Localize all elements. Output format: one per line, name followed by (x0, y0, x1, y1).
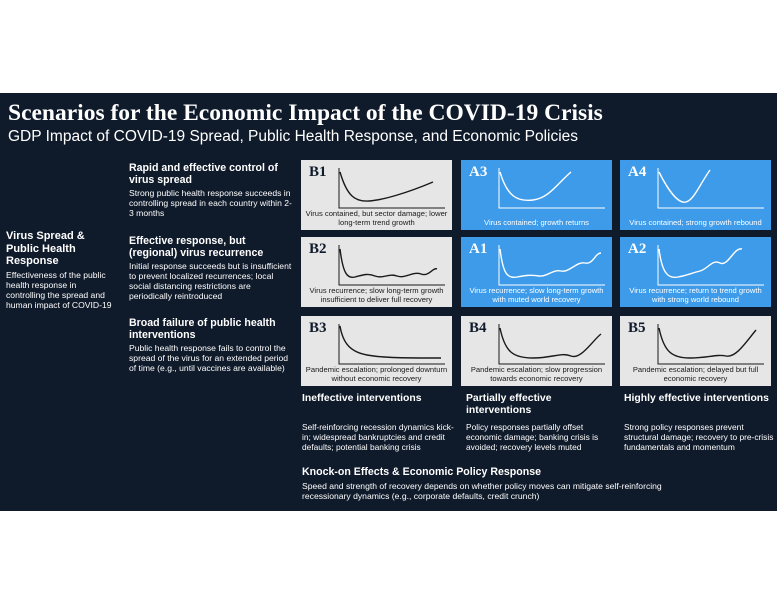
gdp-curve (338, 324, 445, 365)
gdp-curve (657, 168, 764, 209)
column-text-3: Strong policy responses prevent structur… (624, 422, 774, 452)
gdp-curve-line (499, 171, 572, 202)
gdp-curve (657, 324, 764, 365)
scenario-cell-b2: B2 Virus recurrence; slow long-term grow… (301, 237, 452, 307)
scenario-cell-a3: A3 Virus contained; growth returns (461, 160, 612, 230)
gdp-curve-axis (338, 245, 445, 286)
scenario-label: A2 (628, 241, 647, 257)
row-text-1: Strong public health response succeeds i… (129, 188, 292, 218)
row-heading-1: Rapid and effective control of virus spr… (129, 162, 278, 186)
scenario-caption: Virus recurrence; return to trend growth… (629, 286, 762, 304)
gdp-curve-line (339, 171, 434, 202)
gdp-curve-axis (338, 168, 445, 209)
gdp-curve-axis (498, 168, 605, 209)
scenario-label: A4 (628, 164, 647, 180)
scenario-cell-a2: A2 Virus recurrence; return to trend gro… (620, 237, 771, 307)
scenario-cell-a4: A4 Virus contained; strong growth reboun… (620, 160, 771, 230)
row-text-2: Initial response succeeds but is insuffi… (129, 261, 292, 301)
scenario-label: B4 (469, 320, 487, 336)
row-text-3: Public health response fails to control … (129, 343, 289, 373)
scenario-caption: Virus contained, but sector damage; lowe… (305, 209, 448, 227)
gdp-curve-axis (657, 168, 764, 209)
scenario-caption: Virus recurrence; slow long-term growth … (309, 286, 444, 304)
scenario-label: A3 (469, 164, 488, 180)
gdp-curve-axis (498, 245, 605, 286)
y-axis-heading: Virus Spread & Public Health Response (6, 230, 85, 267)
column-text-2: Policy responses partially offset econom… (466, 422, 599, 452)
scenario-caption: Pandemic escalation; prolonged downturn … (305, 365, 448, 383)
column-heading-2: Partially effective interventions (466, 393, 552, 416)
gdp-curve-axis (498, 324, 605, 365)
gdp-curve-line (658, 248, 743, 279)
scenario-cell-b4: B4 Pandemic escalation; slow progression… (461, 316, 612, 386)
scenario-caption: Virus contained; growth returns (484, 218, 589, 227)
gdp-curve-axis (338, 324, 445, 365)
gdp-curve-axis (657, 245, 764, 286)
gdp-curve-line (658, 327, 757, 359)
column-text-1: Self-reinforcing recession dynamics kick… (302, 422, 454, 452)
gdp-curve-line (339, 248, 438, 279)
scenario-label: B2 (309, 241, 327, 257)
scenario-label: B5 (628, 320, 646, 336)
scenario-cell-b3: B3 Pandemic escalation; prolonged downtu… (301, 316, 452, 386)
column-heading-3: Highly effective interventions (624, 393, 769, 404)
row-heading-2: Effective response, but (regional) virus… (129, 235, 264, 259)
column-heading-1: Ineffective interventions (302, 393, 422, 404)
x-axis-text: Speed and strength of recovery depends o… (302, 481, 662, 501)
page-subtitle: GDP Impact of COVID-19 Spread, Public He… (8, 128, 579, 145)
page-title: Scenarios for the Economic Impact of the… (8, 100, 603, 126)
row-heading-3: Broad failure of public health intervent… (129, 317, 276, 341)
scenario-caption: Virus recurrence; slow long-term growth … (469, 286, 604, 304)
scenario-caption: Pandemic escalation; slow progression to… (470, 365, 603, 383)
gdp-curve (498, 324, 605, 365)
gdp-curve (338, 168, 445, 209)
gdp-curve (338, 245, 445, 286)
gdp-curve-line (499, 327, 602, 359)
gdp-curve-axis (657, 324, 764, 365)
scenario-cell-b1: B1 Virus contained, but sector damage; l… (301, 160, 452, 230)
scenario-label: B3 (309, 320, 327, 336)
gdp-curve (498, 245, 605, 286)
scenario-cell-b5: B5 Pandemic escalation; delayed but full… (620, 316, 771, 386)
scenario-caption: Virus contained; strong growth rebound (629, 218, 762, 227)
gdp-curve-line (339, 325, 442, 359)
x-axis-heading: Knock-on Effects & Economic Policy Respo… (302, 466, 542, 478)
scenario-label: A1 (469, 241, 488, 257)
y-axis-text: Effectiveness of the public health respo… (6, 270, 112, 310)
scenario-caption: Pandemic escalation; delayed but full ec… (632, 365, 759, 383)
gdp-curve (657, 245, 764, 286)
gdp-curve (498, 168, 605, 209)
scenario-cell-a1: A1 Virus recurrence; slow long-term grow… (461, 237, 612, 307)
scenario-label: B1 (309, 164, 327, 180)
gdp-curve-line (499, 248, 602, 279)
gdp-curve-line (658, 169, 711, 203)
